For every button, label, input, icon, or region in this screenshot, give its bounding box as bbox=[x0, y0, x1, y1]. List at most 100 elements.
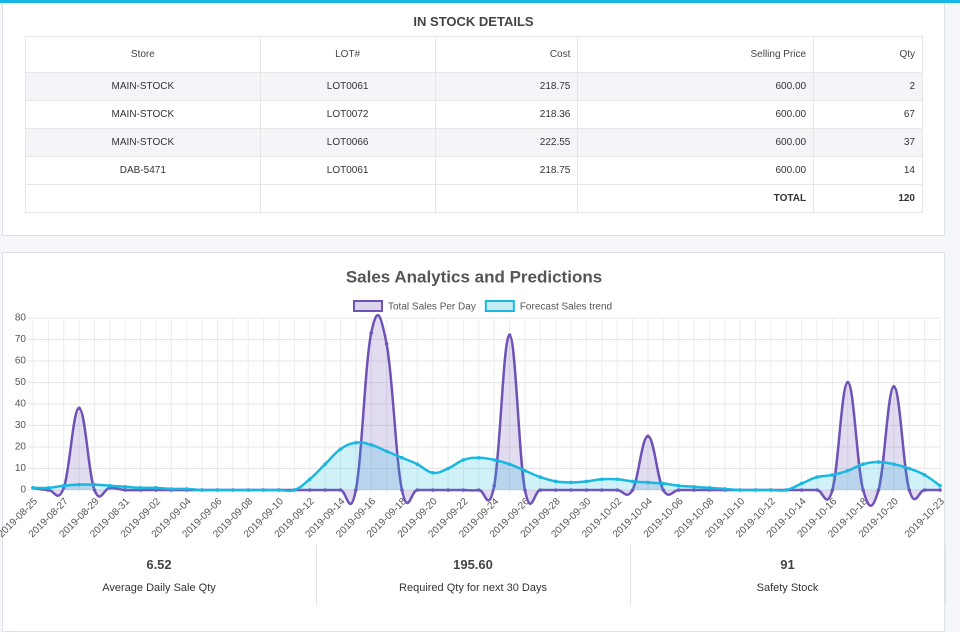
data-point bbox=[569, 481, 573, 485]
cell bbox=[260, 185, 435, 213]
cell: 2 bbox=[814, 73, 923, 101]
data-point bbox=[892, 462, 896, 466]
data-point bbox=[615, 477, 619, 481]
data-point bbox=[170, 487, 174, 491]
cell: LOT0061 bbox=[260, 157, 435, 185]
stat: 195.60 Required Qty for next 30 Days bbox=[316, 545, 631, 605]
header-row: StoreLOT#CostSelling PriceQty bbox=[26, 37, 923, 73]
x-tick-label: 2019-10-23 bbox=[903, 496, 947, 540]
data-point bbox=[308, 477, 312, 481]
data-point bbox=[385, 342, 389, 346]
cell bbox=[26, 185, 261, 213]
data-point bbox=[492, 458, 496, 462]
data-point bbox=[354, 441, 358, 445]
data-point bbox=[246, 488, 250, 492]
data-point bbox=[646, 481, 650, 485]
y-tick-label: 20 bbox=[15, 442, 27, 453]
cell: 218.75 bbox=[435, 157, 578, 185]
data-point bbox=[539, 475, 543, 479]
cell: 222.55 bbox=[435, 129, 578, 157]
data-point bbox=[431, 471, 435, 475]
table-row: MAIN-STOCKLOT0072218.36600.0067 bbox=[26, 101, 923, 129]
data-point bbox=[231, 488, 235, 492]
data-point bbox=[200, 488, 204, 492]
stat: 91Safety Stock bbox=[630, 545, 946, 605]
data-point bbox=[139, 486, 143, 490]
total-row: TOTAL120 bbox=[26, 185, 923, 213]
data-point bbox=[523, 469, 527, 473]
data-point bbox=[31, 486, 35, 490]
card-title: IN STOCK DETAILS bbox=[3, 14, 944, 29]
stat-label: Required Qty for next 30 Days bbox=[316, 582, 630, 594]
y-tick-label: 30 bbox=[15, 420, 27, 431]
data-point bbox=[938, 484, 942, 488]
column-header: LOT# bbox=[260, 37, 435, 73]
data-point bbox=[216, 488, 220, 492]
table-row: MAIN-STOCKLOT0066222.55600.0037 bbox=[26, 129, 923, 157]
data-point bbox=[831, 473, 835, 477]
table-row: DAB-5471LOT0061218.75600.0014 bbox=[26, 157, 923, 185]
data-point bbox=[400, 456, 404, 460]
data-point bbox=[62, 484, 66, 488]
table-body: MAIN-STOCKLOT0061218.75600.002MAIN-STOCK… bbox=[26, 73, 923, 213]
stat-value: 6.52 bbox=[2, 557, 316, 572]
data-point bbox=[369, 331, 373, 335]
total-label: TOTAL bbox=[578, 185, 814, 213]
data-point bbox=[554, 480, 558, 484]
data-point bbox=[815, 475, 819, 479]
cell: 218.36 bbox=[435, 101, 578, 129]
y-tick-label: 50 bbox=[15, 377, 27, 388]
data-point bbox=[369, 443, 373, 447]
column-header: Qty bbox=[814, 37, 923, 73]
legend-swatch bbox=[354, 301, 382, 311]
data-point bbox=[861, 462, 865, 466]
data-point bbox=[661, 482, 665, 486]
data-point bbox=[93, 483, 97, 487]
data-point bbox=[323, 462, 327, 466]
data-point bbox=[907, 467, 911, 471]
data-point bbox=[846, 469, 850, 473]
data-point bbox=[677, 484, 681, 488]
data-point bbox=[723, 487, 727, 491]
data-point bbox=[77, 483, 81, 487]
cell: DAB-5471 bbox=[26, 157, 261, 185]
column-header: Store bbox=[26, 37, 261, 73]
data-point bbox=[585, 480, 589, 484]
data-point bbox=[462, 458, 466, 462]
y-tick-label: 60 bbox=[15, 356, 27, 367]
data-point bbox=[646, 434, 650, 438]
cell: 218.75 bbox=[435, 73, 578, 101]
legend-label: Total Sales Per Day bbox=[388, 302, 476, 313]
data-point bbox=[123, 485, 127, 489]
cell: 600.00 bbox=[578, 157, 814, 185]
cell: MAIN-STOCK bbox=[26, 101, 261, 129]
data-point bbox=[846, 381, 850, 385]
data-point bbox=[47, 486, 51, 490]
y-tick-label: 40 bbox=[15, 399, 27, 410]
data-point bbox=[784, 488, 788, 492]
legend-swatch bbox=[486, 301, 514, 311]
chart-title: Sales Analytics and Predictions bbox=[346, 267, 602, 286]
data-point bbox=[708, 486, 712, 490]
cell bbox=[435, 185, 578, 213]
data-point bbox=[339, 447, 343, 451]
stock-table: StoreLOT#CostSelling PriceQty MAIN-STOCK… bbox=[25, 36, 923, 213]
data-point bbox=[754, 488, 758, 492]
stat-value: 91 bbox=[630, 557, 945, 572]
data-point bbox=[185, 487, 189, 491]
data-point bbox=[277, 488, 281, 492]
data-point bbox=[892, 385, 896, 389]
data-point bbox=[508, 333, 512, 337]
y-tick-label: 80 bbox=[15, 313, 27, 324]
data-point bbox=[800, 482, 804, 486]
cell: LOT0061 bbox=[260, 73, 435, 101]
cell: 600.00 bbox=[578, 129, 814, 157]
cell: LOT0072 bbox=[260, 101, 435, 129]
data-point bbox=[738, 488, 742, 492]
stat-value: 195.60 bbox=[316, 557, 630, 572]
column-header: Selling Price bbox=[578, 37, 814, 73]
chart: Sales Analytics and Predictions 01020304… bbox=[0, 252, 960, 547]
column-header: Cost bbox=[435, 37, 578, 73]
data-point bbox=[769, 488, 773, 492]
stat-label: Average Daily Sale Qty bbox=[2, 582, 316, 594]
